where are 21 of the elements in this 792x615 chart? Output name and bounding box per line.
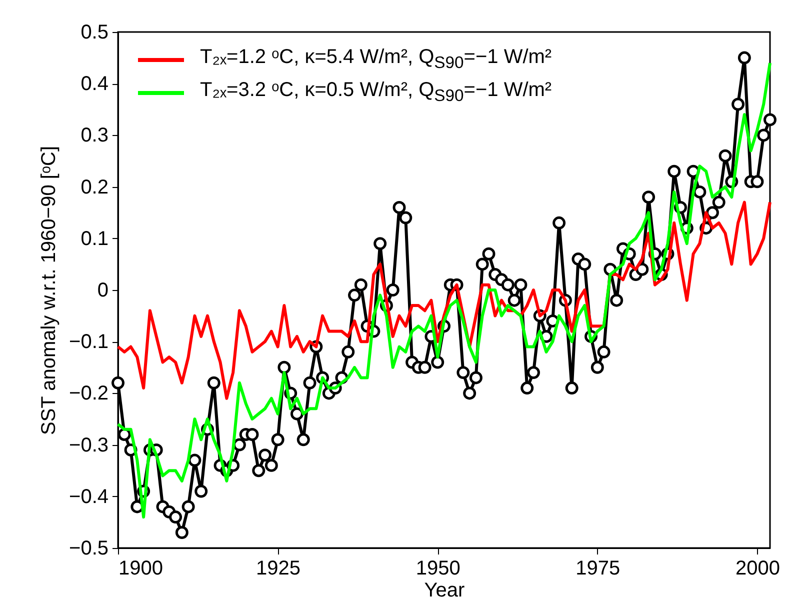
legend-label: T₂ₓ=3.2 ᵒC, κ=0.5 W/m², Q$_{S90}$=−1 W/m² bbox=[200, 79, 552, 106]
y-tick-label: 0.4 bbox=[80, 73, 108, 96]
x-tick-label: 1925 bbox=[256, 558, 301, 580]
y-tick-label: 0 bbox=[97, 280, 108, 302]
y-tick-label: −0.3 bbox=[69, 434, 108, 456]
x-tick-label: 1900 bbox=[118, 558, 163, 580]
y-tick-label: 0.5 bbox=[80, 22, 108, 44]
y-axis-title: SST anomaly w.r.t. 1960−90 [ᵒC] bbox=[38, 146, 60, 436]
y-tick-label: −0.1 bbox=[69, 331, 108, 354]
y-tick-label: −0.2 bbox=[69, 382, 108, 405]
y-tick-label: 0.3 bbox=[80, 124, 108, 147]
legend-label: T₂ₓ=1.2 ᵒC, κ=5.4 W/m², Q$_{S90}$=−1 W/m² bbox=[200, 46, 552, 73]
x-tick-label: 1950 bbox=[416, 558, 460, 580]
y-tick-label: −0.4 bbox=[69, 486, 108, 508]
x-axis-title: Year bbox=[424, 580, 466, 602]
line-series bbox=[116, 200, 772, 400]
y-tick-label: 0.2 bbox=[80, 176, 108, 198]
y-tick-label: 0.1 bbox=[80, 228, 108, 250]
y-tick-label: −0.5 bbox=[69, 538, 108, 560]
x-tick-label: 2000 bbox=[735, 558, 780, 580]
x-tick-label: 1975 bbox=[576, 558, 620, 580]
